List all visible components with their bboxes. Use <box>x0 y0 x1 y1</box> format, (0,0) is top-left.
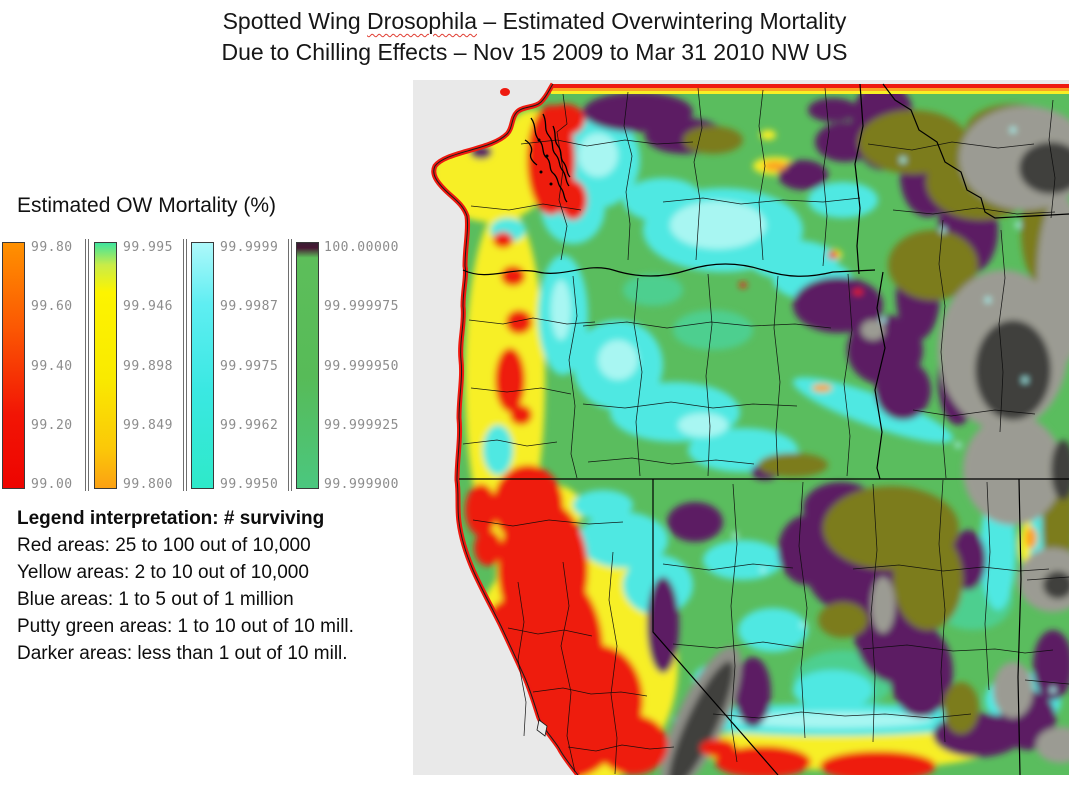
puget-islands <box>537 138 553 186</box>
legend-divider <box>183 239 187 491</box>
tick-label: 99.999975 <box>324 299 399 315</box>
slide-title: Spotted Wing Drosophila – Estimated Over… <box>0 6 1069 68</box>
coastline <box>433 83 579 775</box>
legend-title: Estimated OW Mortality (%) <box>17 194 277 217</box>
interpretation-line: Red areas: 25 to 100 out of 10,000 <box>17 535 311 556</box>
colorbar-cyan-ticks: 99.9999 99.9987 99.9975 99.9962 99.9950 <box>220 240 278 492</box>
state-boundaries <box>459 83 1069 775</box>
colorbar-yellow <box>94 242 117 489</box>
tick-label: 99.995 <box>123 240 173 255</box>
mortality-map <box>413 80 1069 775</box>
interpretation-line: Putty green areas: 1 to 10 out of 10 mil… <box>17 616 354 637</box>
legend-divider <box>288 239 292 491</box>
tick-label: 100.00000 <box>324 240 399 255</box>
tick-label: 99.40 <box>31 358 73 374</box>
tick-label: 99.946 <box>123 299 173 315</box>
legend-divider <box>85 239 89 491</box>
tick-label: 99.60 <box>31 299 73 315</box>
legend-interpretation: Legend interpretation: # surviving Red a… <box>17 505 354 667</box>
tick-label: 99.999950 <box>324 358 399 374</box>
title-spellcheck-word: Drosophila <box>367 8 477 34</box>
tick-label: 99.9950 <box>220 477 279 492</box>
sf-bay <box>536 719 548 737</box>
tick-label: 99.999925 <box>324 417 399 433</box>
tick-label: 99.898 <box>123 358 173 374</box>
tick-label: 99.800 <box>123 477 173 492</box>
interpretation-heading: Legend interpretation: # surviving <box>17 508 325 529</box>
tick-label: 99.20 <box>31 417 73 433</box>
title-line1-pre: Spotted Wing <box>222 8 368 34</box>
title-line1-post: – Estimated Overwintering Mortality <box>477 8 847 34</box>
tick-label: 99.999900 <box>324 477 399 492</box>
interpretation-line: Blue areas: 1 to 5 out of 1 million <box>17 589 294 610</box>
tick-label: 99.9987 <box>220 299 279 315</box>
colorbar-yellow-ticks: 99.995 99.946 99.898 99.849 99.800 <box>123 240 173 492</box>
interpretation-line: Yellow areas: 2 to 10 out of 10,000 <box>17 562 309 583</box>
colorbar-red <box>2 242 25 489</box>
mortality-raster <box>433 84 1069 775</box>
mortality-map-svg <box>413 80 1069 775</box>
colorbar-cyan <box>191 242 214 489</box>
tick-label: 99.9962 <box>220 417 279 433</box>
tick-label: 99.00 <box>31 477 73 492</box>
north-border-stripe <box>551 84 1069 94</box>
tick-label: 99.80 <box>31 240 73 255</box>
title-line-1: Spotted Wing Drosophila – Estimated Over… <box>0 6 1069 37</box>
colorbar-red-ticks: 99.80 99.60 99.40 99.20 99.00 <box>31 240 73 492</box>
title-line-2: Due to Chilling Effects – Nov 15 2009 to… <box>221 39 848 65</box>
puget-sound-shoreline <box>524 113 571 203</box>
tick-label: 99.9999 <box>220 240 279 255</box>
tick-label: 99.9975 <box>220 358 279 374</box>
tick-label: 99.849 <box>123 417 173 433</box>
colorbar-green-ticks: 100.00000 99.999975 99.999950 99.999925 … <box>324 240 399 492</box>
interpretation-line: Darker areas: less than 1 out of 10 mill… <box>17 643 348 664</box>
colorbar-green <box>296 242 319 489</box>
island-dot <box>500 88 510 96</box>
county-boundaries <box>462 87 1069 775</box>
